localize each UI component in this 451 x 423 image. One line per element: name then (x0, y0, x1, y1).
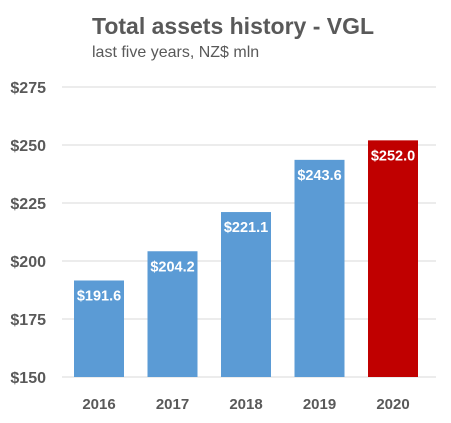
chart-subtitle: last five years, NZ$ mln (92, 44, 260, 61)
y-tick-label: $275 (10, 80, 46, 97)
bar-2020 (368, 140, 418, 377)
bar-2016 (74, 280, 124, 377)
chart-title: Total assets history - VGL (92, 13, 375, 39)
y-tick-label: $225 (10, 196, 46, 213)
x-tick-label: 2018 (229, 396, 262, 413)
data-label: $243.6 (297, 168, 341, 184)
y-tick-label: $250 (10, 138, 46, 155)
x-tick-label: 2017 (156, 396, 189, 413)
bar-2019 (294, 159, 345, 377)
x-tick-label: 2019 (303, 396, 336, 413)
bar-2018 (221, 212, 271, 377)
y-tick-label: $150 (10, 370, 46, 387)
x-tick-label: 2016 (82, 396, 115, 413)
data-label: $204.2 (150, 259, 194, 275)
y-tick-label: $175 (10, 312, 46, 329)
data-label: $221.1 (224, 220, 268, 236)
bar-2017 (147, 251, 198, 377)
data-label: $252.0 (371, 148, 415, 164)
y-tick-label: $200 (10, 254, 46, 271)
x-tick-label: 2020 (376, 396, 409, 413)
data-label: $191.6 (77, 288, 121, 304)
